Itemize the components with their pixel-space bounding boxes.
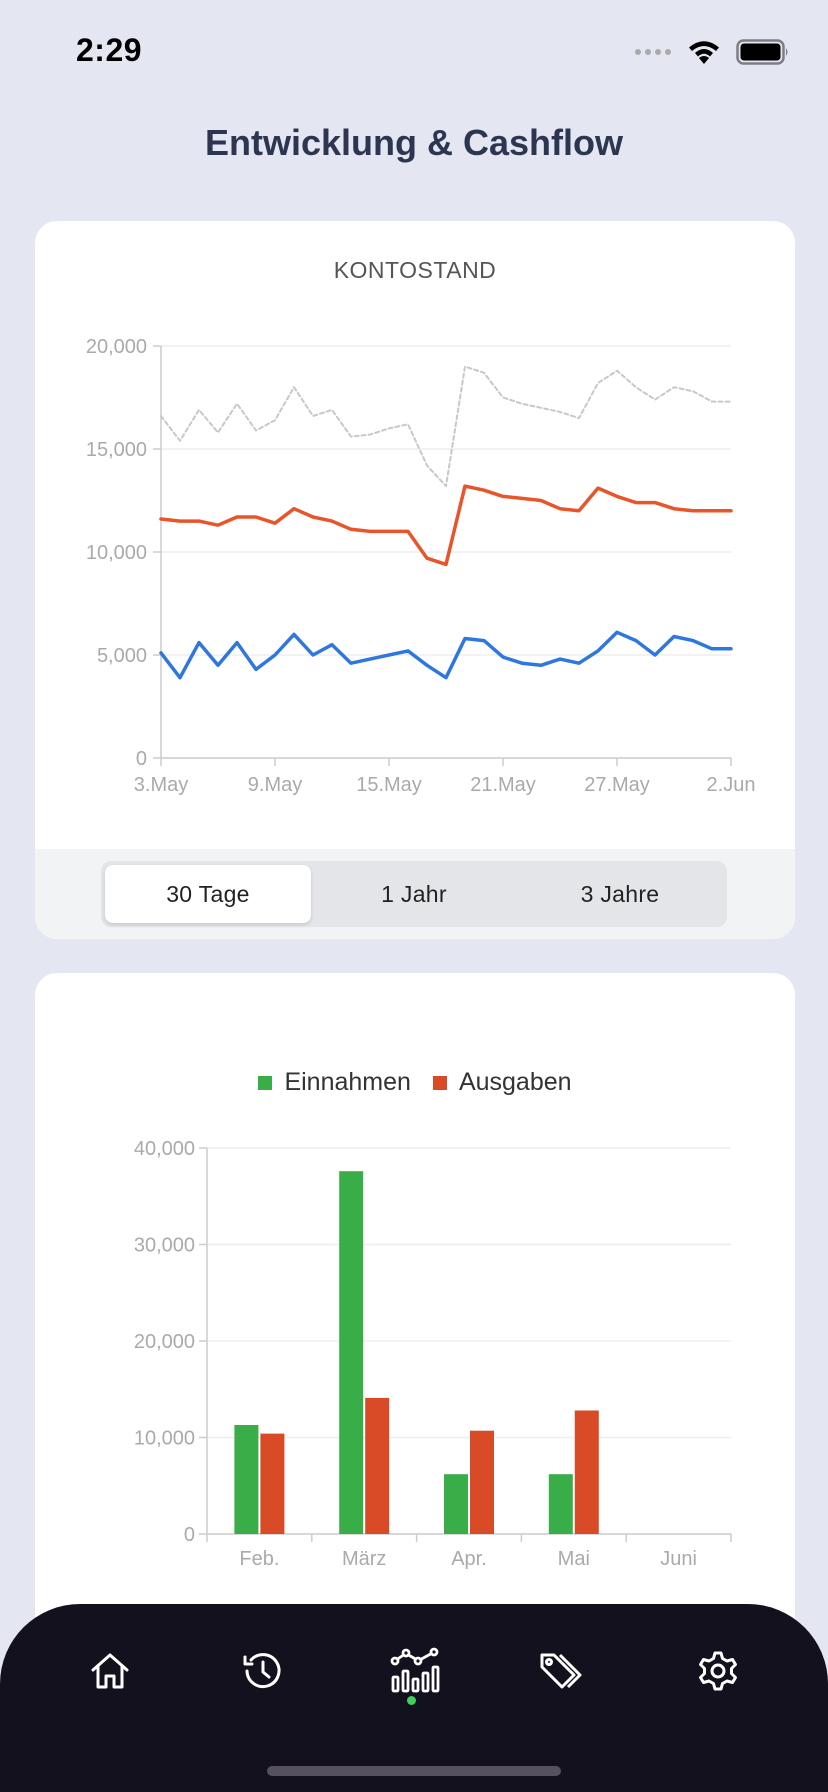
tab-settings[interactable] [686,1639,750,1703]
line-chart-x-tick-label: 27.May [584,774,650,796]
status-bar: 2:29 [0,0,828,100]
settings-icon [699,1651,737,1691]
line-chart-y-tick-label: 20,000 [86,336,147,358]
bar-chart-x-tick-label: Apr. [451,1548,487,1570]
bar-expense [574,1410,599,1534]
line-chart-x-tick-label: 2.Jun [707,774,756,796]
legend-swatch-income [258,1075,273,1090]
line-chart-y-tick-label: 0 [136,748,147,770]
legend-label-expense: Ausgaben [458,1068,572,1096]
tab-history[interactable] [229,1639,293,1703]
balance-line-chart: 0 5,000 10,000 15,000 20,000 3.May 9.May 15.May… [86,336,756,796]
bar-chart-x-tick-label: Juni [660,1548,697,1570]
bar-expense [470,1430,494,1534]
range-option-30-days[interactable]: 30 Tage [105,865,311,923]
line-series-dashed-gray [160,365,732,488]
wifi-icon [689,41,719,64]
tab-home[interactable] [78,1639,142,1703]
balance-chart-title: KONTOSTAND [333,257,497,283]
balance-card: KONTOSTAND 0 5,000 10,000 15,000 20,000 3.May… [35,221,795,939]
page-title: Entwicklung & Cashflow [204,122,624,163]
bar-income [444,1474,468,1534]
bar-chart-y-tick-label: 20,000 [134,1331,195,1353]
tab-bar [0,1604,828,1792]
legend-label-income: Einnahmen [284,1068,411,1096]
line-chart-x-tick-label: 15.May [356,774,422,796]
signal-icon [635,49,671,55]
active-tab-indicator [407,1696,416,1705]
bar-expense [365,1397,390,1534]
line-series-orange [159,484,733,567]
bar-chart-y-tick-label: 0 [184,1524,195,1546]
line-chart-y-tick-label: 5,000 [97,645,147,667]
bar-income [234,1425,259,1534]
line-chart-x-tick-label: 21.May [470,774,536,796]
line-chart-x-tick-label: 9.May [248,774,302,796]
range-segmented-control: 30 Tage 1 Jahr 3 Jahre [101,861,727,927]
chart-icon [390,1647,440,1693]
line-series-blue [159,630,733,680]
line-chart-y-tick-label: 15,000 [86,439,147,461]
bar-chart-y-tick-label: 40,000 [134,1138,195,1160]
line-chart-x-tick-label: 3.May [134,774,188,796]
bar-chart-y-tick-label: 10,000 [134,1428,195,1450]
tab-tags[interactable] [533,1639,597,1703]
bar-chart-x-tick-label: Feb. [239,1548,279,1570]
home-indicator [267,1766,561,1776]
cashflow-bar-chart: 0 10,000 20,000 30,000 40,000 Feb. März Apr. Mai… [134,1138,732,1570]
range-selector-area: 30 Tage 1 Jahr 3 Jahre [35,849,795,939]
status-time: 2:29 [76,32,143,68]
bar-income [339,1171,364,1534]
range-option-3-years[interactable]: 3 Jahre [580,880,660,907]
bar-expense [260,1433,285,1534]
bar-income [548,1474,573,1534]
battery-icon [736,39,788,65]
status-icons [634,38,790,66]
tab-statistics[interactable] [382,1639,446,1703]
cashflow-legend: Einnahmen Ausgaben [35,1068,795,1097]
line-chart-y-tick-label: 10,000 [86,542,147,564]
home-icon [91,1653,129,1689]
history-icon [243,1653,281,1689]
bar-chart-y-tick-label: 30,000 [134,1235,195,1257]
legend-item-income[interactable]: Einnahmen [258,1068,411,1097]
bar-chart-x-tick-label: Mai [558,1548,590,1570]
legend-swatch-expense [432,1075,447,1090]
bar-chart-x-tick-label: März [342,1548,386,1570]
range-option-1-year[interactable]: 1 Jahr [381,880,447,907]
legend-item-expense[interactable]: Ausgaben [432,1068,572,1097]
tags-icon [540,1653,582,1689]
